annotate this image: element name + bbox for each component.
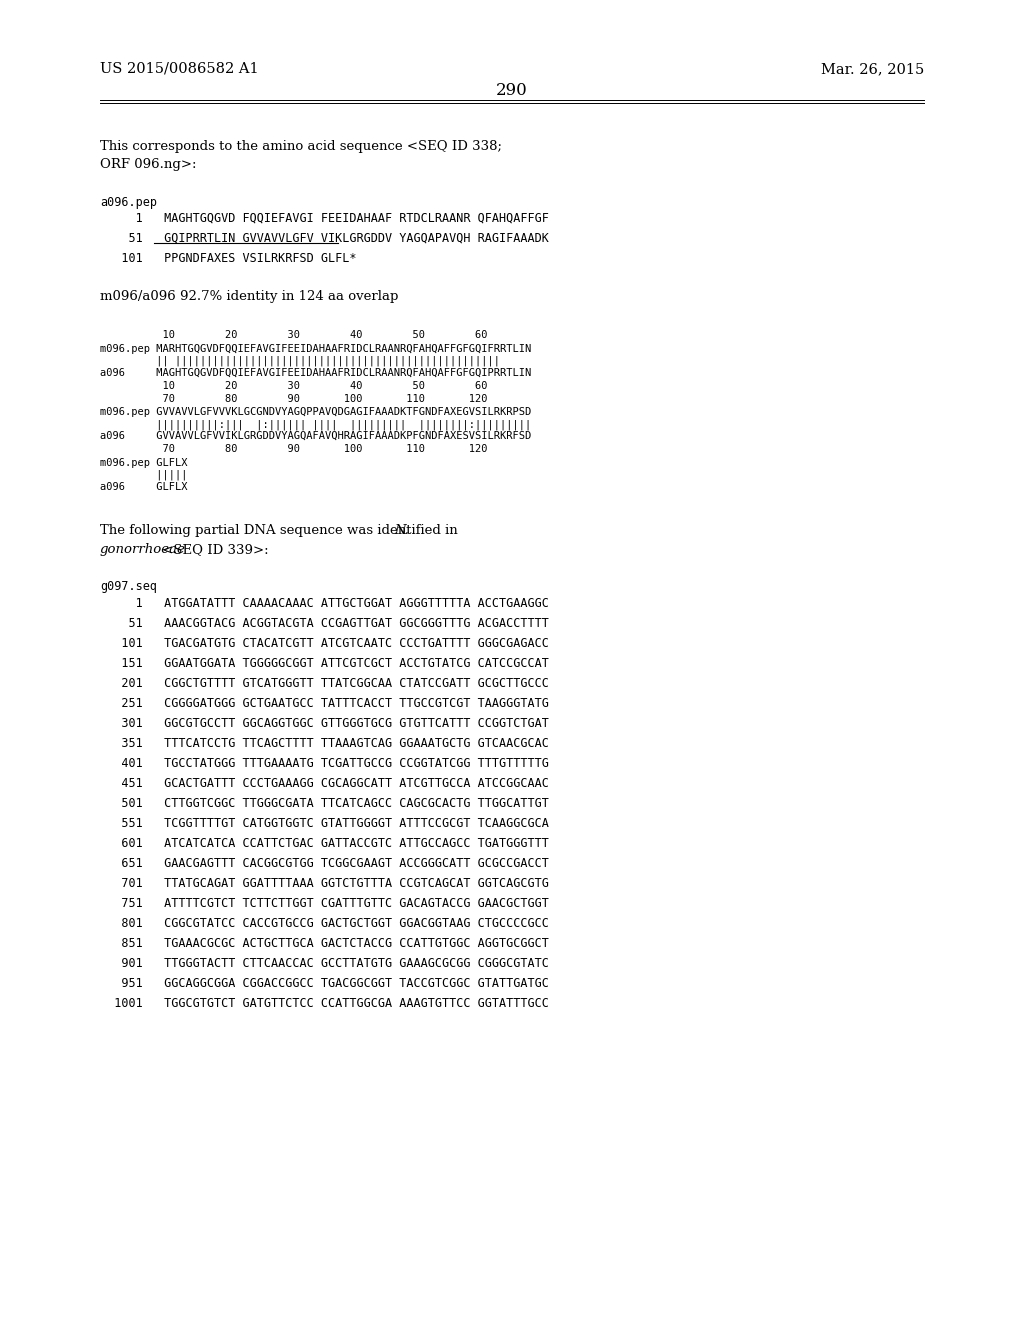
Text: || ||||||||||||||||||||||||||||||||||||||||||||||||||||: || |||||||||||||||||||||||||||||||||||||… <box>100 356 500 367</box>
Text: US 2015/0086582 A1: US 2015/0086582 A1 <box>100 62 259 77</box>
Text: a096     MAGHTGQGVDFQQIEFAVGIFEEIDAHAAFRIDCLRAANRQFAHQAFFGFGQIPRRTLIN: a096 MAGHTGQGVDFQQIEFAVGIFEEIDAHAAFRIDCL… <box>100 368 531 378</box>
Text: 1   ATGGATATTT CAAAACAAAC ATTGCTGGAT AGGGTTTTTA ACCTGAAGGC: 1 ATGGATATTT CAAAACAAAC ATTGCTGGAT AGGGT… <box>100 597 549 610</box>
Text: a096.pep: a096.pep <box>100 195 157 209</box>
Text: m096.pep GVVAVVLGFVVVKLGCGNDVYAGQPPAVQDGAGIFAAADKTFGNDFAXEGVSILRKRPSD: m096.pep GVVAVVLGFVVVKLGCGNDVYAGQPPAVQDG… <box>100 407 531 417</box>
Text: This corresponds to the amino acid sequence <SEQ ID 338;: This corresponds to the amino acid seque… <box>100 140 502 153</box>
Text: gonorrhoeae: gonorrhoeae <box>100 543 186 556</box>
Text: a096     GLFLX: a096 GLFLX <box>100 482 187 492</box>
Text: <SEQ ID 339>:: <SEQ ID 339>: <box>159 543 269 556</box>
Text: 701   TTATGCAGAT GGATTTTAAA GGTCTGTTTA CCGTCAGCAT GGTCAGCGTG: 701 TTATGCAGAT GGATTTTAAA GGTCTGTTTA CCG… <box>100 876 549 890</box>
Text: 70        80        90       100       110       120: 70 80 90 100 110 120 <box>100 393 487 404</box>
Text: 151   GGAATGGATA TGGGGGCGGT ATTCGTCGCT ACCTGTATCG CATCCGCCAT: 151 GGAATGGATA TGGGGGCGGT ATTCGTCGCT ACC… <box>100 657 549 671</box>
Text: m096.pep MARHTGQGVDFQQIEFAVGIFEEIDAHAAFRIDCLRAANRQFAHQAFFGFGQIFRRTLIN: m096.pep MARHTGQGVDFQQIEFAVGIFEEIDAHAAFR… <box>100 345 531 354</box>
Text: Mar. 26, 2015: Mar. 26, 2015 <box>821 62 924 77</box>
Text: 451   GCACTGATTT CCCTGAAAGG CGCAGGCATT ATCGTTGCCA ATCCGGCAAC: 451 GCACTGATTT CCCTGAAAGG CGCAGGCATT ATC… <box>100 777 549 789</box>
Text: 51   AAACGGTACG ACGGTACGTA CCGAGTTGAT GGCGGGTTTG ACGACCTTTT: 51 AAACGGTACG ACGGTACGTA CCGAGTTGAT GGCG… <box>100 616 549 630</box>
Text: 290: 290 <box>496 82 528 99</box>
Text: 51   GQIPRRTLIN GVVAVVLGFV VIKLGRGDDV YAGQAPAVQH RAGIFAAADK: 51 GQIPRRTLIN GVVAVVLGFV VIKLGRGDDV YAGQ… <box>100 232 549 246</box>
Text: 101   PPGNDFAXES VSILRKRFSD GLFL*: 101 PPGNDFAXES VSILRKRFSD GLFL* <box>100 252 356 265</box>
Text: 951   GGCAGGCGGA CGGACCGGCC TGACGGCGGT TACCGTCGGC GTATTGATGC: 951 GGCAGGCGGA CGGACCGGCC TGACGGCGGT TAC… <box>100 977 549 990</box>
Text: ORF 096.ng>:: ORF 096.ng>: <box>100 158 197 172</box>
Text: 1   MAGHTGQGVD FQQIEFAVGI FEEIDAHAAF RTDCLRAANR QFAHQAFFGF: 1 MAGHTGQGVD FQQIEFAVGI FEEIDAHAAF RTDCL… <box>100 213 549 224</box>
Text: 601   ATCATCATCA CCATTCTGAC GATTACCGTC ATTGCCAGCC TGATGGGTTT: 601 ATCATCATCA CCATTCTGAC GATTACCGTC ATT… <box>100 837 549 850</box>
Text: 751   ATTTTCGTCT TCTTCTTGGT CGATTTGTTC GACAGTACCG GAACGCTGGT: 751 ATTTTCGTCT TCTTCTTGGT CGATTTGTTC GAC… <box>100 898 549 909</box>
Text: 301   GGCGTGCCTT GGCAGGTGGC GTTGGGTGCG GTGTTCATTT CCGGTCTGAT: 301 GGCGTGCCTT GGCAGGTGGC GTTGGGTGCG GTG… <box>100 717 549 730</box>
Text: N.: N. <box>394 524 410 537</box>
Text: 401   TGCCTATGGG TTTGAAAATG TCGATTGCCG CCGGTATCGG TTTGTTTTTG: 401 TGCCTATGGG TTTGAAAATG TCGATTGCCG CCG… <box>100 756 549 770</box>
Text: ||||||||||:|||  |:|||||| ||||  |||||||||  ||||||||:|||||||||: ||||||||||:||| |:|||||| |||| ||||||||| |… <box>100 418 531 429</box>
Text: |||||: ||||| <box>100 470 187 480</box>
Text: 501   CTTGGTCGGC TTGGGCGATA TTCATCAGCC CAGCGCACTG TTGGCATTGT: 501 CTTGGTCGGC TTGGGCGATA TTCATCAGCC CAG… <box>100 797 549 810</box>
Text: 801   CGGCGTATCC CACCGTGCCG GACTGCTGGT GGACGGTAAG CTGCCCCGCC: 801 CGGCGTATCC CACCGTGCCG GACTGCTGGT GGA… <box>100 917 549 931</box>
Text: 851   TGAAACGCGC ACTGCTTGCA GACTCTACCG CCATTGTGGC AGGTGCGGCT: 851 TGAAACGCGC ACTGCTTGCA GACTCTACCG CCA… <box>100 937 549 950</box>
Text: 10        20        30        40        50        60: 10 20 30 40 50 60 <box>100 330 487 341</box>
Text: 1001   TGGCGTGTCT GATGTTCTCC CCATTGGCGA AAAGTGTTCC GGTATTTGCC: 1001 TGGCGTGTCT GATGTTCTCC CCATTGGCGA AA… <box>100 997 549 1010</box>
Text: The following partial DNA sequence was identified in: The following partial DNA sequence was i… <box>100 524 462 537</box>
Text: 651   GAACGAGTTT CACGGCGTGG TCGGCGAAGT ACCGGGCATT GCGCCGACCT: 651 GAACGAGTTT CACGGCGTGG TCGGCGAAGT ACC… <box>100 857 549 870</box>
Text: 201   CGGCTGTTTT GTCATGGGTT TTATCGGCAA CTATCCGATT GCGCTTGCCC: 201 CGGCTGTTTT GTCATGGGTT TTATCGGCAA CTA… <box>100 677 549 690</box>
Text: 101   TGACGATGTG CTACATCGTT ATCGTCAATC CCCTGATTTT GGGCGAGACC: 101 TGACGATGTG CTACATCGTT ATCGTCAATC CCC… <box>100 638 549 649</box>
Text: 10        20        30        40        50        60: 10 20 30 40 50 60 <box>100 381 487 391</box>
Text: 351   TTTCATCCTG TTCAGCTTTT TTAAAGTCAG GGAAATGCTG GTCAACGCAC: 351 TTTCATCCTG TTCAGCTTTT TTAAAGTCAG GGA… <box>100 737 549 750</box>
Text: 901   TTGGGTACTT CTTCAACCAC GCCTTATGTG GAAAGCGCGG CGGGCGTATC: 901 TTGGGTACTT CTTCAACCAC GCCTTATGTG GAA… <box>100 957 549 970</box>
Text: m096/a096 92.7% identity in 124 aa overlap: m096/a096 92.7% identity in 124 aa overl… <box>100 290 398 304</box>
Text: 70        80        90       100       110       120: 70 80 90 100 110 120 <box>100 444 487 454</box>
Text: g097.seq: g097.seq <box>100 579 157 593</box>
Text: 251   CGGGGATGGG GCTGAATGCC TATTTCACCT TTGCCGTCGT TAAGGGTATG: 251 CGGGGATGGG GCTGAATGCC TATTTCACCT TTG… <box>100 697 549 710</box>
Text: m096.pep GLFLX: m096.pep GLFLX <box>100 458 187 469</box>
Text: a096     GVVAVVLGFVVIKLGRGDDVYAGQAFAVQHRAGIFAAADKPFGNDFAXESVSILRKRFSD: a096 GVVAVVLGFVVIKLGRGDDVYAGQAFAVQHRAGIF… <box>100 432 531 441</box>
Text: 551   TCGGTTTTGT CATGGTGGTC GTATTGGGGT ATTTCCGCGT TCAAGGCGCA: 551 TCGGTTTTGT CATGGTGGTC GTATTGGGGT ATT… <box>100 817 549 830</box>
